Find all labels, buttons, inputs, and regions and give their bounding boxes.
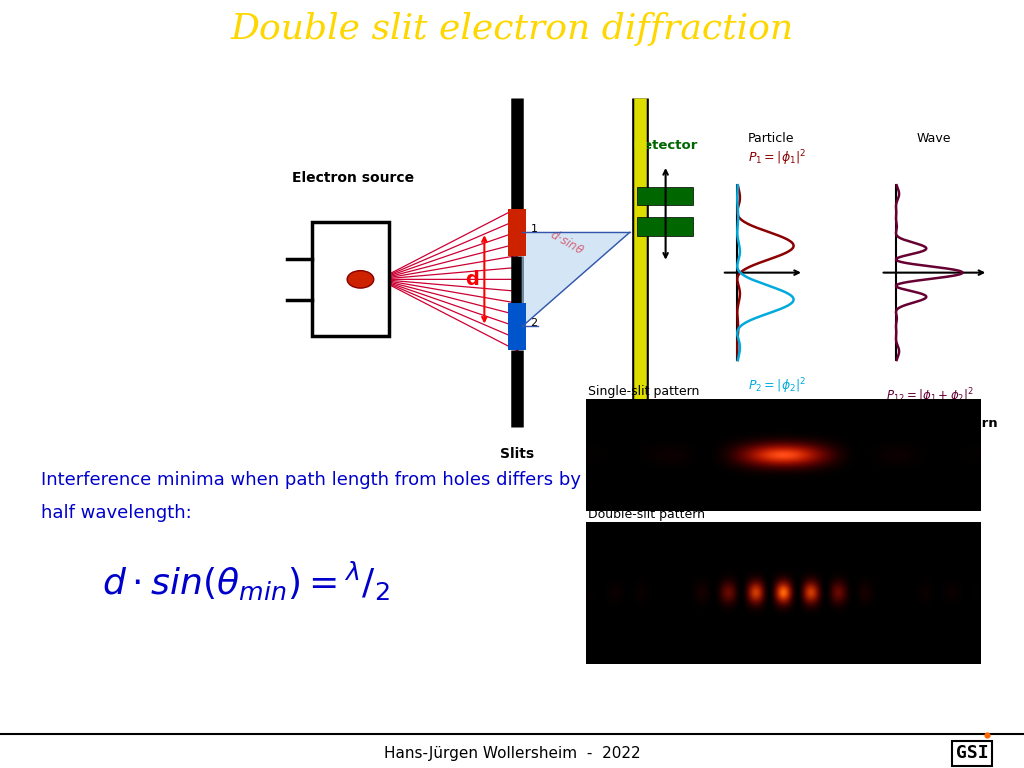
Bar [508,209,526,256]
Circle shape [347,270,374,288]
Text: 2: 2 [530,318,538,328]
Text: Interference minima when path length from holes differs by: Interference minima when path length fro… [41,471,581,489]
Bar [312,222,389,336]
Text: d: d [465,270,479,289]
Text: $P_2 = |\phi_2|^2$: $P_2 = |\phi_2|^2$ [748,377,806,396]
Text: Electron source: Electron source [292,171,415,185]
Text: $P_{12} = |\phi_1+\phi_2|^2$: $P_{12} = |\phi_1+\phi_2|^2$ [886,387,974,406]
Text: Screen: Screen [613,447,667,462]
Text: $d{\cdot}sin\theta$: $d{\cdot}sin\theta$ [548,227,587,258]
Bar [508,303,526,350]
Text: Single slit: Single slit [695,404,769,417]
Text: 1: 1 [530,224,538,234]
Text: Wave: Wave [916,132,951,145]
Polygon shape [522,232,630,326]
Text: Double slit electron diffraction: Double slit electron diffraction [230,12,794,46]
Text: half wavelength:: half wavelength: [41,505,191,522]
Bar [637,187,693,205]
Bar [637,217,693,236]
Text: Double slit pattern: Double slit pattern [856,417,997,430]
Text: Detector: Detector [633,139,698,152]
Text: $d \cdot sin(\theta_{min}) = {}^{\lambda}/_{2}$: $d \cdot sin(\theta_{min}) = {}^{\lambda… [101,560,390,604]
Text: $P_1 = |\phi_1|^2$: $P_1 = |\phi_1|^2$ [748,149,806,168]
Text: Hans-Jürgen Wollersheim  -  2022: Hans-Jürgen Wollersheim - 2022 [384,746,640,761]
Text: Single-slit pattern: Single-slit pattern [588,385,699,398]
Text: Slits: Slits [500,447,535,462]
Text: Double-slit pattern: Double-slit pattern [588,508,705,521]
Text: GSI: GSI [955,744,988,763]
Text: Particle: Particle [748,132,794,145]
Text: patterns: patterns [700,427,764,440]
